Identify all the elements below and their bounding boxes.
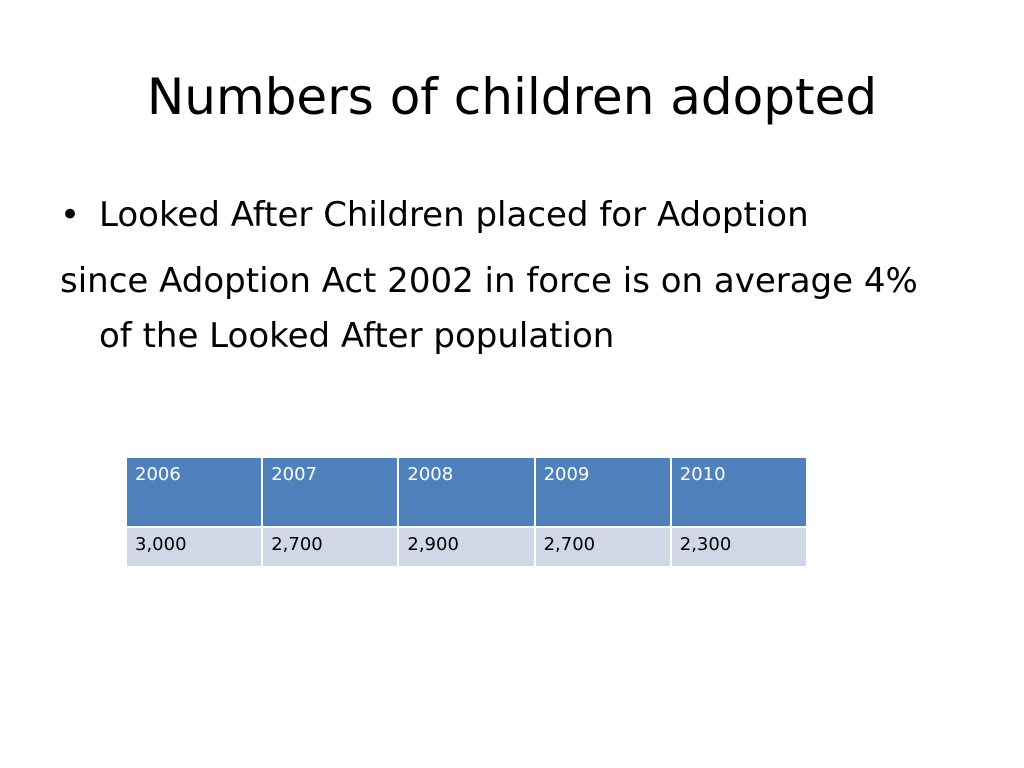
table-header-cell: 2007 bbox=[261, 456, 400, 528]
table-row: 3,000 2,700 2,900 2,700 2,300 bbox=[124, 526, 809, 568]
adoption-table: 2006 2007 2008 2009 2010 3,000 2,700 2,9… bbox=[124, 456, 809, 568]
table-cell: 2,700 bbox=[261, 526, 400, 568]
table-cell: 2,700 bbox=[533, 526, 672, 568]
bullet-text: Looked After Children placed for Adoptio… bbox=[99, 195, 809, 235]
table-header-cell: 2008 bbox=[397, 456, 536, 528]
table-header-cell: 2006 bbox=[124, 456, 264, 528]
table-cell: 2,900 bbox=[397, 526, 536, 568]
bullet-item: • Looked After Children placed for Adopt… bbox=[60, 188, 940, 243]
table-cell: 3,000 bbox=[124, 526, 264, 568]
bullet-icon: • bbox=[60, 195, 81, 235]
table-header-row: 2006 2007 2008 2009 2010 bbox=[124, 456, 809, 528]
table-header-cell: 2009 bbox=[533, 456, 672, 528]
body-paragraph: since Adoption Act 2002 in force is on a… bbox=[60, 261, 918, 356]
table-cell: 2,300 bbox=[669, 526, 809, 568]
slide-body: • Looked After Children placed for Adopt… bbox=[60, 188, 940, 364]
slide-title: Numbers of children adopted bbox=[146, 68, 878, 126]
table-header-cell: 2010 bbox=[669, 456, 809, 528]
